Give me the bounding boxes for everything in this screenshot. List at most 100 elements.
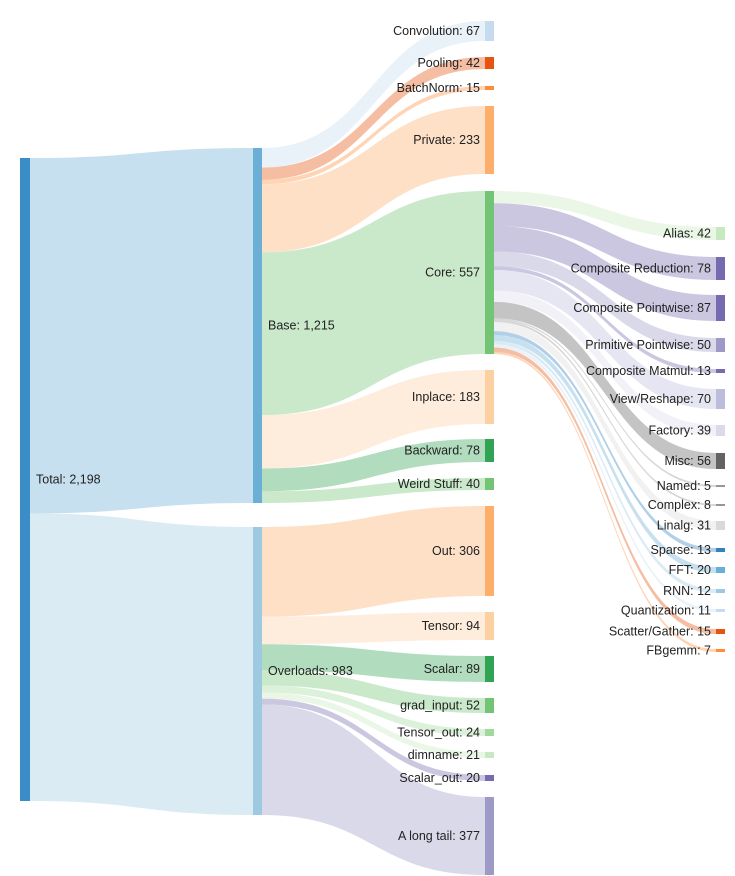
link-core-to-comp_pw (494, 226, 716, 321)
node-bar-comp_red (716, 257, 725, 280)
node-bar-fbgemm (716, 649, 725, 652)
node-bar-comp_mm (716, 369, 725, 373)
link-base-to-inplace (262, 370, 485, 469)
node-label-scatter: Scatter/Gather: 15 (609, 625, 711, 639)
link-overloads-to-scalar (262, 644, 485, 682)
node-label-fft: FFT: 20 (669, 563, 711, 577)
link-core-to-fft (494, 334, 716, 573)
link-overloads-to-scalar_out (262, 698, 485, 781)
node-bar-backward (485, 439, 494, 462)
link-core-to-rnn (494, 340, 716, 593)
node-label-total: Total: 2,198 (36, 473, 101, 487)
link-base-to-convolution (262, 21, 485, 168)
node-bar-quant (716, 609, 725, 612)
node-bar-factory (716, 425, 725, 436)
node-label-linalg: Linalg: 31 (657, 519, 711, 533)
link-base-to-private (262, 106, 485, 253)
node-bar-linalg (716, 521, 725, 530)
node-bar-scalar_out (485, 775, 494, 781)
node-bar-rnn (716, 589, 725, 593)
link-base-to-pooling (262, 57, 485, 180)
link-core-to-view (494, 270, 716, 409)
node-bar-convolution (485, 21, 494, 41)
link-total-to-overloads (30, 513, 253, 815)
node-bar-complex (716, 504, 725, 506)
link-core-to-scatter (494, 347, 716, 634)
node-bar-scatter (716, 629, 725, 634)
node-label-factory: Factory: 39 (648, 424, 711, 438)
link-core-to-linalg (494, 322, 716, 530)
node-label-batchnorm: BatchNorm: 15 (397, 81, 480, 95)
link-core-to-quant (494, 344, 716, 612)
node-bar-grad_input (485, 698, 494, 713)
node-bar-base (253, 148, 262, 503)
link-base-to-weird (262, 478, 485, 503)
node-label-scalar_out: Scalar_out: 20 (399, 771, 480, 785)
node-bar-weird (485, 478, 494, 490)
node-bar-fft (716, 567, 725, 573)
link-base-to-backward (262, 439, 485, 492)
link-overloads-to-out (262, 506, 485, 617)
link-core-to-comp_red (494, 203, 716, 280)
link-core-to-comp_mm (494, 266, 716, 373)
node-label-named: Named: 5 (657, 479, 711, 493)
node-bar-tensor_out (485, 729, 494, 736)
link-overloads-to-grad_input (262, 670, 485, 713)
node-bar-alias (716, 227, 725, 240)
node-label-fbgemm: FBgemm: 7 (646, 644, 711, 658)
node-label-comp_pw: Composite Pointwise: 87 (573, 301, 711, 315)
node-label-pooling: Pooling: 42 (417, 56, 480, 70)
node-label-overloads: Overloads: 983 (268, 664, 353, 678)
node-label-dimname: dimname: 21 (408, 748, 480, 762)
link-overloads-to-tensor (262, 612, 485, 645)
node-label-inplace: Inplace: 183 (412, 390, 480, 404)
node-bar-tensor (485, 612, 494, 640)
node-label-comp_red: Composite Reduction: 78 (571, 262, 711, 276)
link-core-to-prim_pw (494, 251, 716, 352)
link-overloads-to-dimname (262, 692, 485, 758)
nodes-layer (20, 21, 725, 875)
link-core-to-factory (494, 290, 716, 436)
node-label-grad_input: grad_input: 52 (400, 699, 480, 713)
node-label-tensor_out: Tensor_out: 24 (397, 726, 480, 740)
node-bar-private (485, 106, 494, 174)
node-bar-pooling (485, 57, 494, 69)
node-bar-misc (716, 453, 725, 469)
link-base-to-batchnorm (262, 86, 485, 185)
node-label-tensor: Tensor: 94 (422, 619, 480, 633)
node-bar-total (20, 158, 30, 801)
node-bar-core (485, 191, 494, 354)
node-label-scalar: Scalar: 89 (424, 662, 480, 676)
node-label-rnn: RNN: 12 (663, 584, 711, 598)
node-bar-prim_pw (716, 338, 725, 352)
node-bar-scalar (485, 656, 494, 682)
link-core-to-fbgemm (494, 351, 716, 652)
node-label-quant: Quantization: 11 (621, 604, 711, 618)
node-bar-dimname (485, 752, 494, 758)
node-bar-named (716, 485, 725, 487)
node-label-prim_pw: Primitive Pointwise: 50 (585, 338, 711, 352)
node-label-convolution: Convolution: 67 (393, 24, 480, 38)
node-label-core: Core: 557 (425, 266, 480, 280)
node-label-out: Out: 306 (432, 544, 480, 558)
node-label-comp_mm: Composite Matmul: 13 (586, 364, 711, 378)
link-base-to-core (262, 191, 485, 416)
node-bar-inplace (485, 370, 494, 424)
node-label-backward: Backward: 78 (404, 444, 480, 458)
link-core-to-sparse (494, 331, 716, 552)
link-total-to-base (30, 148, 253, 514)
node-label-longtail: A long tail: 377 (398, 829, 480, 843)
link-core-to-alias (494, 191, 716, 240)
link-overloads-to-tensor_out (262, 685, 485, 736)
node-label-complex: Complex: 8 (648, 498, 711, 512)
labels-layer: Total: 2,198 Base: 1,215 Overloads: 983 Con… (36, 24, 711, 843)
node-bar-comp_pw (716, 295, 725, 321)
links-layer (30, 21, 716, 875)
node-bar-view (716, 389, 725, 409)
node-label-view: View/Reshape: 70 (610, 392, 711, 406)
link-core-to-misc (494, 301, 716, 469)
node-label-base: Base: 1,215 (268, 319, 335, 333)
node-label-misc: Misc: 56 (664, 454, 711, 468)
node-label-sparse: Sparse: 13 (651, 543, 712, 557)
